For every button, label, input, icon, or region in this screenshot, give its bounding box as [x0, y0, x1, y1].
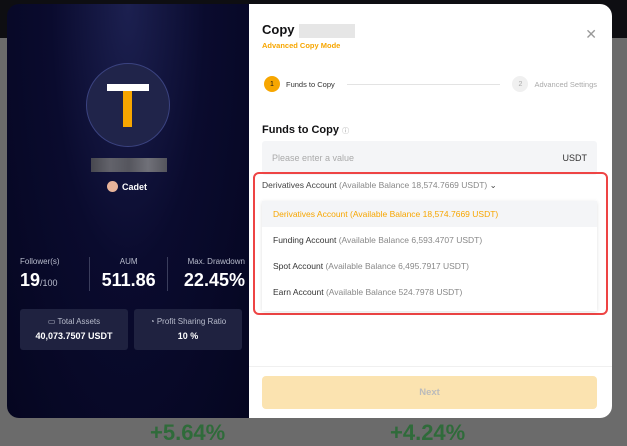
step-2-label: Advanced Settings [534, 79, 597, 89]
account-select[interactable]: Derivatives Account (Available Balance 1… [262, 180, 497, 190]
badge-icon [107, 181, 118, 192]
step-1-indicator: 1 [264, 76, 280, 92]
option-earn-account[interactable]: Earn Account (Available Balance 524.7978… [262, 279, 597, 305]
trader-panel: Cadet Follower(s) 19/100 AUM 511.86 Max. D… [7, 4, 249, 418]
stat-max-drawdown: Max. Drawdown 22.45% [167, 257, 245, 291]
dialog-title: Copy [262, 22, 355, 38]
stepper: 1 Funds to Copy 2 Advanced Settings [264, 76, 597, 92]
pie-chart-icon: ◔ [149, 317, 157, 326]
chevron-down-icon: ⌄ [489, 180, 497, 190]
divider [249, 366, 612, 367]
copy-form: Copy Advanced Copy Mode ✕ 1 Funds to Cop… [249, 4, 612, 418]
rank-badge: Cadet [107, 181, 147, 192]
account-dropdown: Derivatives Account (Available Balance 1… [262, 201, 597, 311]
highlight-box [253, 172, 608, 315]
trader-stats: Follower(s) 19/100 AUM 511.86 Max. Drawdow… [20, 257, 245, 291]
option-name: Funding Account [273, 235, 337, 245]
copy-mode-label: Advanced Copy Mode [262, 41, 341, 50]
option-name: Derivatives Account [273, 209, 348, 219]
total-assets-card: ▭ Total Assets 40,073.7507 USDT [20, 309, 128, 350]
step-1-label: Funds to Copy [286, 79, 335, 89]
stat-followers: Follower(s) 19/100 [20, 257, 60, 290]
option-name: Earn Account [273, 287, 324, 297]
background-change-text: +5.64% [150, 420, 226, 445]
option-balance: (Available Balance 524.7978 USDT) [325, 287, 463, 297]
profit-sharing-card: ◔ Profit Sharing Ratio 10 % [134, 309, 242, 350]
funds-input[interactable]: Please enter a value USDT [262, 141, 597, 175]
option-balance: (Available Balance 18,574.7669 USDT) [350, 209, 499, 219]
next-button[interactable]: Next [262, 376, 597, 409]
trader-name-redacted [298, 23, 355, 38]
background-change-text: +4.24% [390, 420, 466, 445]
option-funding-account[interactable]: Funding Account (Available Balance 6,593… [262, 227, 597, 253]
stat-aum: AUM 511.86 [89, 257, 167, 291]
funds-title: Funds to Copy ⓘ [262, 124, 350, 136]
help-icon[interactable]: ⓘ [342, 128, 350, 135]
copy-trading-modal: Cadet Follower(s) 19/100 AUM 511.86 Max. D… [7, 4, 612, 418]
logo-icon [107, 84, 149, 91]
option-name: Spot Account [273, 261, 324, 271]
option-balance: (Available Balance 6,495.7917 USDT) [325, 261, 469, 271]
step-2-indicator: 2 [512, 76, 529, 92]
trader-name-redacted [91, 158, 167, 172]
avatar [86, 63, 170, 147]
option-balance: (Available Balance 6,593.4707 USDT) [338, 235, 483, 245]
option-spot-account[interactable]: Spot Account (Available Balance 6,495.79… [262, 253, 597, 279]
wallet-icon: ▭ [47, 317, 58, 326]
option-derivatives-account[interactable]: Derivatives Account (Available Balance 1… [262, 201, 597, 227]
close-icon[interactable]: ✕ [585, 26, 597, 42]
